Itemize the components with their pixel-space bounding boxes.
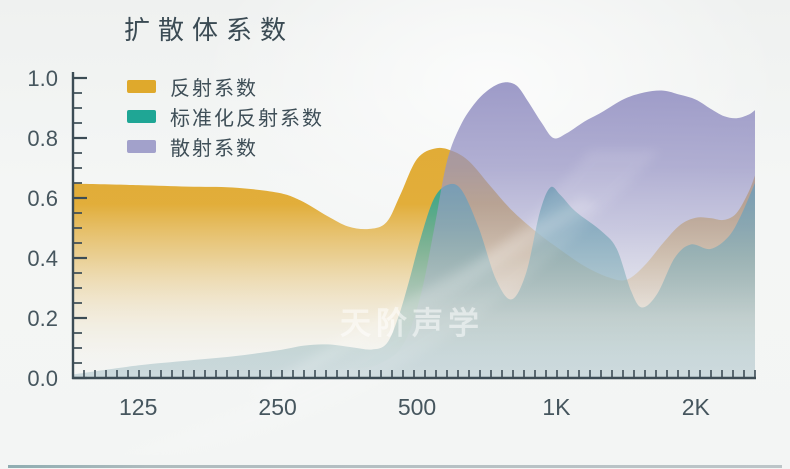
y-tick-label: 0.6 (27, 186, 58, 211)
legend-label-2: 散射系数 (170, 137, 258, 160)
y-tick-label: 0.0 (27, 366, 58, 391)
watermark-text: 天阶声学 (340, 306, 484, 341)
legend-swatch-0 (127, 79, 156, 93)
x-tick-label: 2K (682, 394, 711, 420)
legend-swatch-2 (127, 139, 156, 153)
legend-swatch-1 (127, 109, 156, 123)
x-tick-label: 250 (258, 394, 296, 420)
x-tick-label: 1K (542, 394, 571, 420)
y-tick-label: 0.2 (27, 306, 58, 331)
y-tick-label: 0.4 (27, 246, 58, 271)
legend: 反射系数标准化反射系数 散射系数 (127, 78, 324, 169)
watermark-streak (252, 196, 598, 400)
x-tick-label: 500 (398, 394, 436, 420)
chart-title: 扩散体系数 (124, 15, 295, 45)
footer-divider-bar (8, 465, 782, 468)
x-tick-label: 125 (119, 394, 157, 420)
y-tick-label: 1.0 (27, 66, 58, 91)
legend-label-1: 标准化反射系数 (170, 107, 324, 130)
y-tick-label: 0.8 (27, 126, 58, 151)
legend-item-0: 反射系数 (127, 78, 324, 100)
legend-item-2: 散射系数 (127, 138, 324, 160)
area-chart-canvas: 天阶声学 1.0 0.8 0.6 0.4 0.2 0.0 125 250 500 1K 2K (27, 66, 756, 455)
area-scattering (73, 82, 755, 379)
watermark-swoosh (120, 150, 660, 455)
legend-item-1: 标准化反射系数 (127, 108, 324, 130)
legend-label-0: 反射系数 (170, 77, 258, 100)
